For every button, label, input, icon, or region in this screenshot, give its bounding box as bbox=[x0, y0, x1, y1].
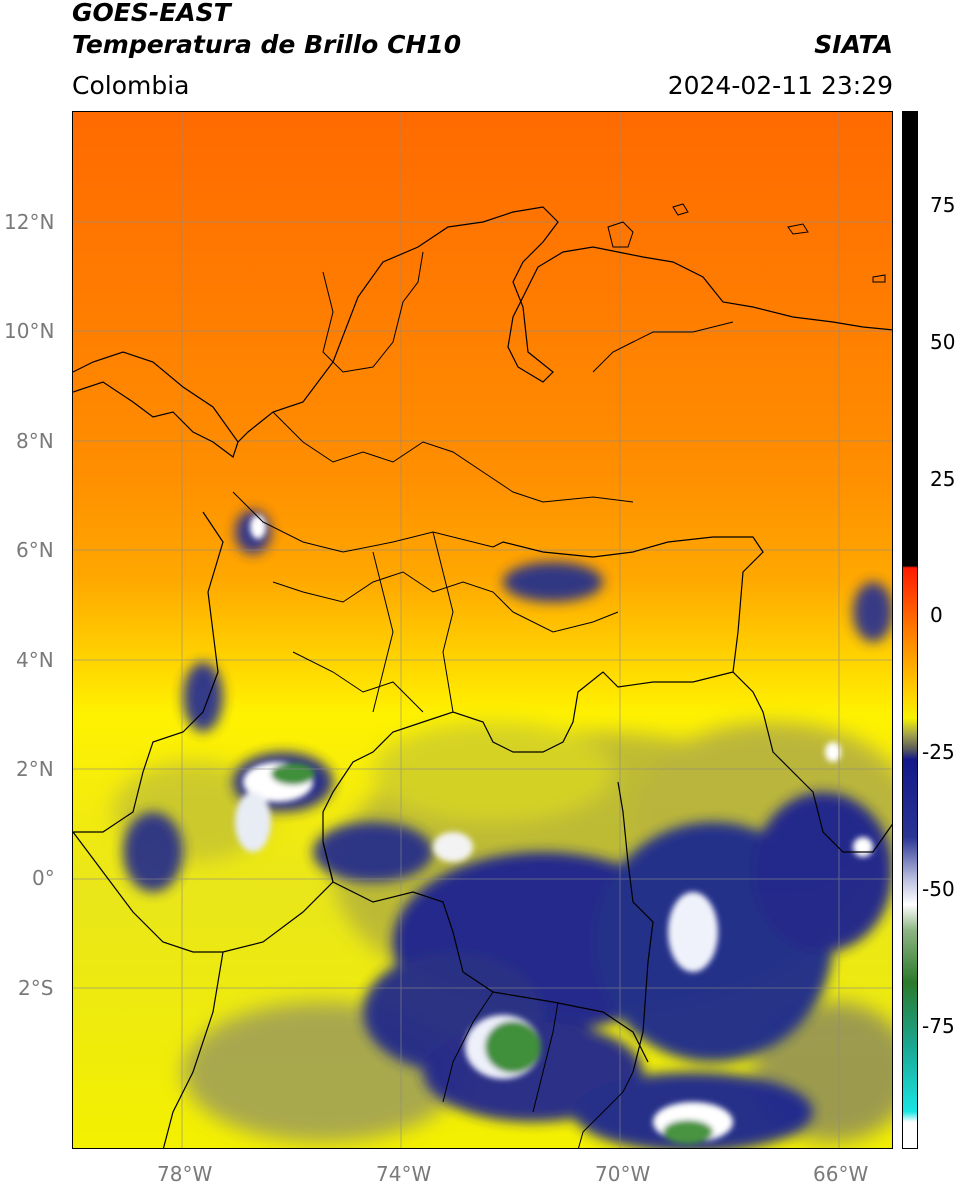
graticule bbox=[73, 112, 892, 1148]
product-title: Temperatura de Brillo CH10 bbox=[72, 30, 462, 59]
colorbar-tick-0: 0 bbox=[930, 603, 943, 627]
colorbar-tick-minus25: -25 bbox=[922, 740, 955, 764]
lon-tick-70W: 70°W bbox=[595, 1162, 651, 1186]
satellite-title: GOES-EAST bbox=[72, 0, 231, 27]
datetime-label: 2024-02-11 23:29 bbox=[667, 71, 893, 100]
colorbar-tick-75: 75 bbox=[930, 193, 956, 217]
country-borders bbox=[73, 203, 892, 1148]
colorbar-gradient bbox=[903, 112, 917, 1148]
lat-tick-12N: 12°N bbox=[4, 210, 55, 234]
lat-tick-6N: 6°N bbox=[16, 538, 54, 562]
colorbar-tick-50: 50 bbox=[930, 330, 956, 354]
lat-tick-8N: 8°N bbox=[16, 429, 54, 453]
agency-label: SIATA bbox=[814, 30, 893, 59]
lon-tick-74W: 74°W bbox=[376, 1162, 432, 1186]
lon-tick-66W: 66°W bbox=[813, 1162, 869, 1186]
colorbar-tick-minus50: -50 bbox=[922, 877, 955, 901]
colorbar-tick-minus75: -75 bbox=[922, 1014, 955, 1038]
colorbar bbox=[902, 111, 918, 1149]
region-label: Colombia bbox=[72, 71, 190, 100]
map-panel[interactable] bbox=[72, 111, 893, 1149]
lon-tick-78W: 78°W bbox=[157, 1162, 213, 1186]
lat-tick-0: 0° bbox=[32, 866, 55, 890]
colorbar-tick-25: 25 bbox=[930, 467, 956, 491]
satellite-image bbox=[73, 112, 892, 1148]
lat-tick-2N: 2°N bbox=[16, 757, 54, 781]
lat-tick-10N: 10°N bbox=[4, 319, 55, 343]
lat-tick-2S: 2°S bbox=[18, 976, 54, 1000]
lat-tick-4N: 4°N bbox=[16, 648, 54, 672]
cloud-cold-tops bbox=[235, 515, 873, 1144]
